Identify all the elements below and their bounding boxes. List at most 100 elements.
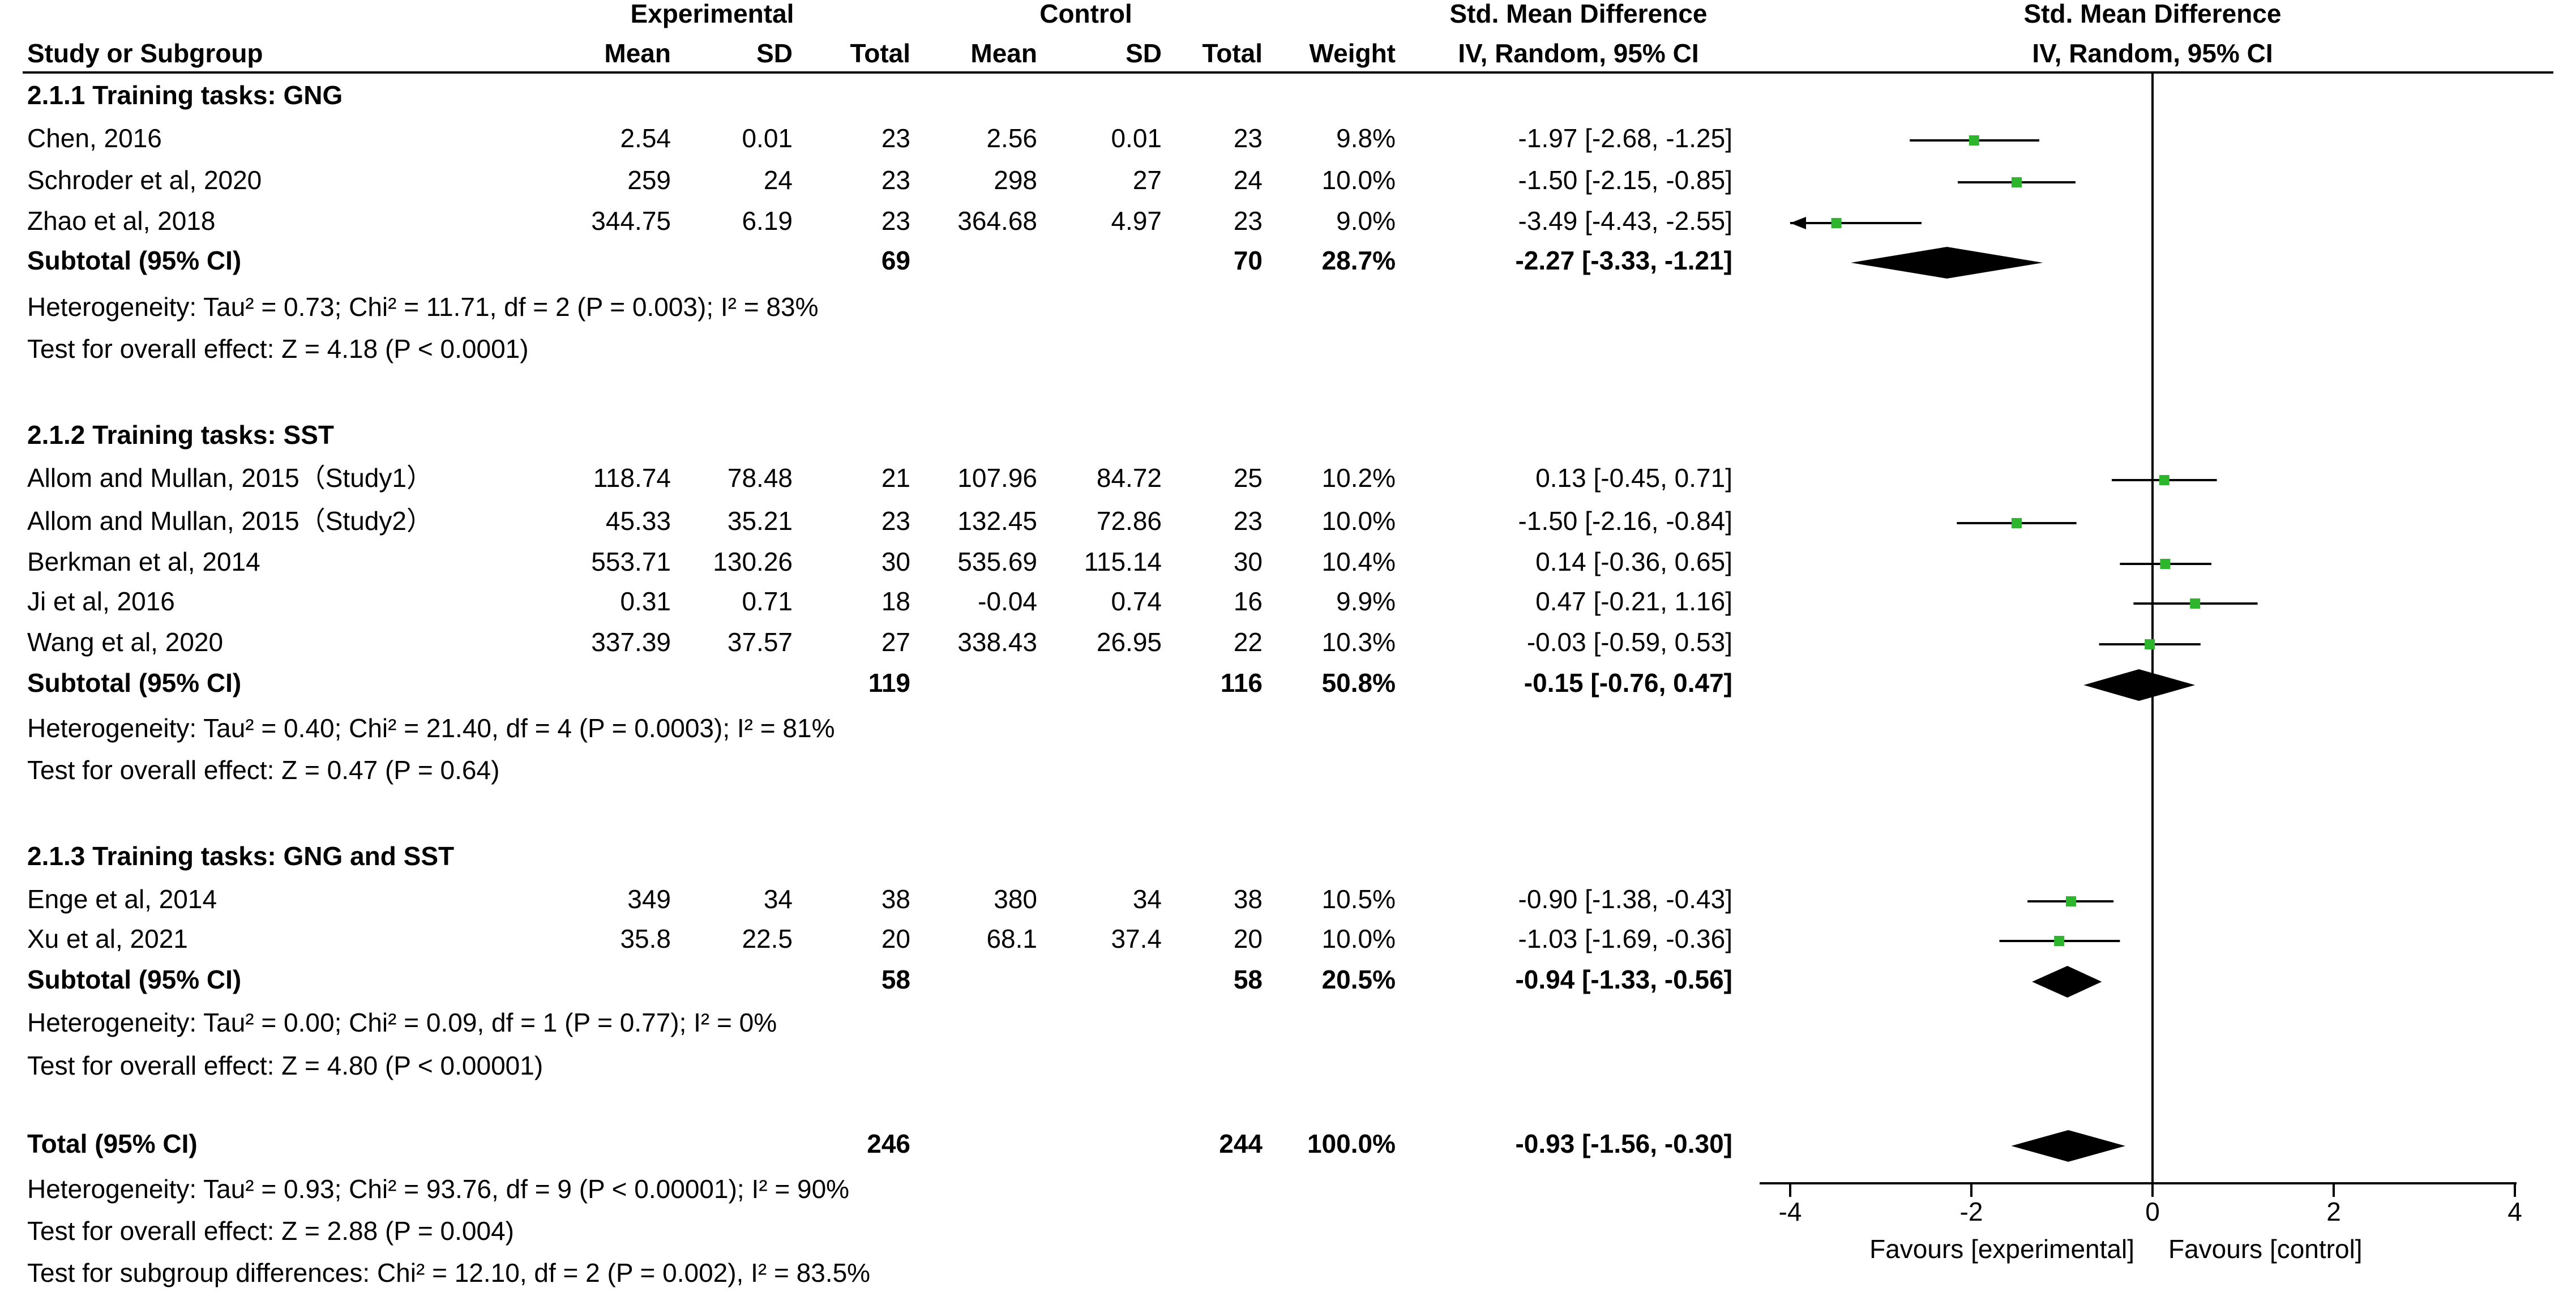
study-ctl-total: 23 bbox=[1234, 506, 1263, 536]
study-exp-total: 21 bbox=[882, 463, 910, 493]
study-marker bbox=[2145, 639, 2155, 649]
subgroup-title: 2.1.2 Training tasks: SST bbox=[27, 420, 334, 450]
study-exp-sd: 24 bbox=[764, 165, 793, 195]
study-name: Wang et al, 2020 bbox=[27, 627, 223, 657]
total-diamond bbox=[2011, 1130, 2125, 1162]
study-ctl-mean: 364.68 bbox=[957, 206, 1037, 236]
study-ctl-mean: 132.45 bbox=[957, 506, 1037, 536]
study-name: Chen, 2016 bbox=[27, 123, 162, 153]
favours-control-label: Favours [control] bbox=[2168, 1234, 2363, 1264]
study-weight: 9.8% bbox=[1336, 123, 1396, 153]
study-weight: 10.0% bbox=[1322, 924, 1396, 953]
study-exp-mean: 344.75 bbox=[591, 206, 671, 236]
study-name: Allom and Mullan, 2015（Study1） bbox=[27, 463, 433, 493]
study-exp-sd: 34 bbox=[764, 884, 793, 914]
study-ctl-sd: 72.86 bbox=[1097, 506, 1162, 536]
study-exp-sd: 37.57 bbox=[728, 627, 793, 657]
subtotal-ctl-total: 58 bbox=[1234, 965, 1263, 994]
study-exp-mean: 2.54 bbox=[620, 123, 671, 153]
study-ctl-mean: 2.56 bbox=[986, 123, 1037, 153]
study-ctl-sd: 84.72 bbox=[1097, 463, 1162, 493]
x-axis-tick-label: 4 bbox=[2507, 1197, 2522, 1226]
study-marker bbox=[2190, 598, 2201, 609]
header-plot-method: IV, Random, 95% CI bbox=[2032, 38, 2273, 68]
study-ctl-total: 16 bbox=[1234, 587, 1263, 616]
study-exp-total: 20 bbox=[882, 924, 910, 953]
x-axis-tick-label: -2 bbox=[1960, 1197, 1983, 1226]
subtotal-weight: 50.8% bbox=[1322, 668, 1396, 698]
subtotal-exp-total: 119 bbox=[868, 668, 910, 698]
study-ctl-mean: -0.04 bbox=[978, 587, 1037, 616]
subtotal-diamond bbox=[1851, 247, 2043, 279]
study-name: Enge et al, 2014 bbox=[27, 884, 217, 914]
overall-effect-text: Test for overall effect: Z = 4.80 (P < 0… bbox=[27, 1051, 543, 1080]
study-exp-total: 23 bbox=[882, 506, 910, 536]
header-ctl-sd: SD bbox=[1126, 38, 1162, 68]
study-name: Allom and Mullan, 2015（Study2） bbox=[27, 506, 433, 536]
study-ctl-sd: 27 bbox=[1133, 165, 1162, 195]
header-experimental: Experimental bbox=[631, 0, 794, 28]
x-axis-tick-label: 2 bbox=[2326, 1197, 2341, 1226]
study-exp-mean: 35.8 bbox=[620, 924, 671, 953]
total-weight: 100.0% bbox=[1307, 1129, 1396, 1158]
study-exp-total: 38 bbox=[882, 884, 910, 914]
study-exp-sd: 6.19 bbox=[742, 206, 793, 236]
study-exp-sd: 78.48 bbox=[728, 463, 793, 493]
heterogeneity-text: Heterogeneity: Tau² = 0.73; Chi² = 11.71… bbox=[27, 292, 818, 322]
study-ci: 0.13 [-0.45, 0.71] bbox=[1535, 463, 1732, 493]
subtotal-ci: -0.15 [-0.76, 0.47] bbox=[1524, 668, 1732, 698]
study-exp-sd: 130.26 bbox=[713, 547, 793, 576]
study-exp-total: 23 bbox=[882, 123, 910, 153]
study-ctl-sd: 0.74 bbox=[1111, 587, 1162, 616]
study-ctl-sd: 37.4 bbox=[1111, 924, 1162, 953]
x-axis-tick-label: 0 bbox=[2145, 1197, 2160, 1226]
subtotal-weight: 28.7% bbox=[1322, 246, 1396, 275]
study-ctl-sd: 34 bbox=[1133, 884, 1162, 914]
study-exp-mean: 45.33 bbox=[606, 506, 671, 536]
study-exp-mean: 259 bbox=[627, 165, 671, 195]
favours-experimental-label: Favours [experimental] bbox=[1869, 1234, 2134, 1264]
header-smd-method: IV, Random, 95% CI bbox=[1458, 38, 1698, 68]
header-study: Study or Subgroup bbox=[27, 38, 263, 68]
subtotal-ci: -2.27 [-3.33, -1.21] bbox=[1515, 246, 1732, 275]
study-ctl-mean: 298 bbox=[994, 165, 1037, 195]
total-ctl-total: 244 bbox=[1219, 1129, 1263, 1158]
study-exp-sd: 0.01 bbox=[742, 123, 793, 153]
study-exp-mean: 118.74 bbox=[593, 463, 671, 493]
subgroup-differences-text: Test for subgroup differences: Chi² = 12… bbox=[27, 1258, 870, 1287]
study-ci: 0.14 [-0.36, 0.65] bbox=[1535, 547, 1732, 576]
study-exp-total: 23 bbox=[882, 206, 910, 236]
header-exp-total: Total bbox=[850, 38, 910, 68]
header-control: Control bbox=[1039, 0, 1132, 28]
subgroup-title: 2.1.3 Training tasks: GNG and SST bbox=[27, 841, 454, 871]
subtotal-label: Subtotal (95% CI) bbox=[27, 668, 241, 698]
study-marker bbox=[2012, 177, 2022, 187]
study-ci: -0.90 [-1.38, -0.43] bbox=[1518, 884, 1732, 914]
study-exp-mean: 553.71 bbox=[591, 547, 671, 576]
study-exp-sd: 22.5 bbox=[742, 924, 793, 953]
study-ctl-total: 30 bbox=[1234, 547, 1263, 576]
study-ctl-total: 23 bbox=[1234, 123, 1263, 153]
subtotal-diamond bbox=[2083, 669, 2196, 701]
study-weight: 9.9% bbox=[1336, 587, 1396, 616]
total-label: Total (95% CI) bbox=[27, 1129, 198, 1158]
study-weight: 10.2% bbox=[1322, 463, 1396, 493]
header-ctl-mean: Mean bbox=[970, 38, 1037, 68]
overall-effect-text: Test for overall effect: Z = 4.18 (P < 0… bbox=[27, 334, 529, 363]
total-heterogeneity-text: Heterogeneity: Tau² = 0.93; Chi² = 93.76… bbox=[27, 1174, 849, 1204]
study-exp-total: 18 bbox=[882, 587, 910, 616]
study-exp-total: 23 bbox=[882, 165, 910, 195]
study-exp-total: 30 bbox=[882, 547, 910, 576]
study-ci: -3.49 [-4.43, -2.55] bbox=[1518, 206, 1732, 236]
study-ci: -1.03 [-1.69, -0.36] bbox=[1518, 924, 1732, 953]
study-weight: 9.0% bbox=[1336, 206, 1396, 236]
study-ci-arrow bbox=[1790, 217, 1806, 229]
study-name: Xu et al, 2021 bbox=[27, 924, 188, 953]
header-exp-sd: SD bbox=[756, 38, 793, 68]
study-marker bbox=[1969, 135, 1979, 146]
heterogeneity-text: Heterogeneity: Tau² = 0.00; Chi² = 0.09,… bbox=[27, 1008, 777, 1037]
study-ctl-sd: 26.95 bbox=[1097, 627, 1162, 657]
study-exp-mean: 0.31 bbox=[620, 587, 671, 616]
study-marker bbox=[2066, 896, 2076, 906]
